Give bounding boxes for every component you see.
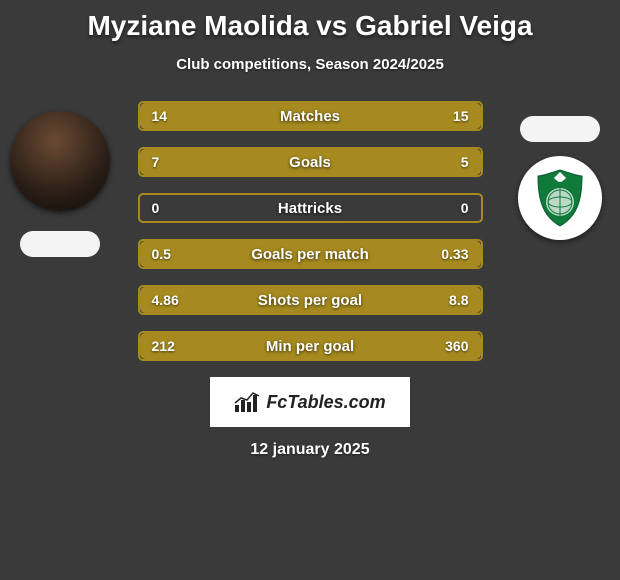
- stat-row: 212360Min per goal: [138, 331, 483, 361]
- player-right-badge: [518, 156, 602, 240]
- stat-label: Min per goal: [140, 338, 481, 355]
- stat-label: Hattricks: [140, 200, 481, 217]
- stat-row: 0.50.33Goals per match: [138, 239, 483, 269]
- stat-label: Shots per goal: [140, 292, 481, 309]
- stat-row: 00Hattricks: [138, 193, 483, 223]
- chart-icon: [234, 391, 260, 413]
- brand-text: FcTables.com: [266, 392, 385, 413]
- stat-row: 1415Matches: [138, 101, 483, 131]
- subtitle: Club competitions, Season 2024/2025: [0, 56, 620, 73]
- player-left-avatar: [10, 111, 110, 211]
- stat-label: Goals: [140, 154, 481, 171]
- page-title: Myziane Maolida vs Gabriel Veiga: [0, 0, 620, 42]
- stat-label: Matches: [140, 108, 481, 125]
- player-left-chip: [20, 231, 100, 257]
- stat-bars: 1415Matches 75Goals 00Hattricks 0.50.33Goal…: [138, 101, 483, 361]
- stat-row: 4.868.8Shots per goal: [138, 285, 483, 315]
- brand-badge: FcTables.com: [210, 377, 410, 427]
- player-right-chip: [520, 116, 600, 142]
- stat-row: 75Goals: [138, 147, 483, 177]
- stat-label: Goals per match: [140, 246, 481, 263]
- club-shield-icon: [534, 168, 586, 228]
- date-label: 12 january 2025: [0, 441, 620, 459]
- comparison-content: 1415Matches 75Goals 00Hattricks 0.50.33Goal…: [0, 101, 620, 361]
